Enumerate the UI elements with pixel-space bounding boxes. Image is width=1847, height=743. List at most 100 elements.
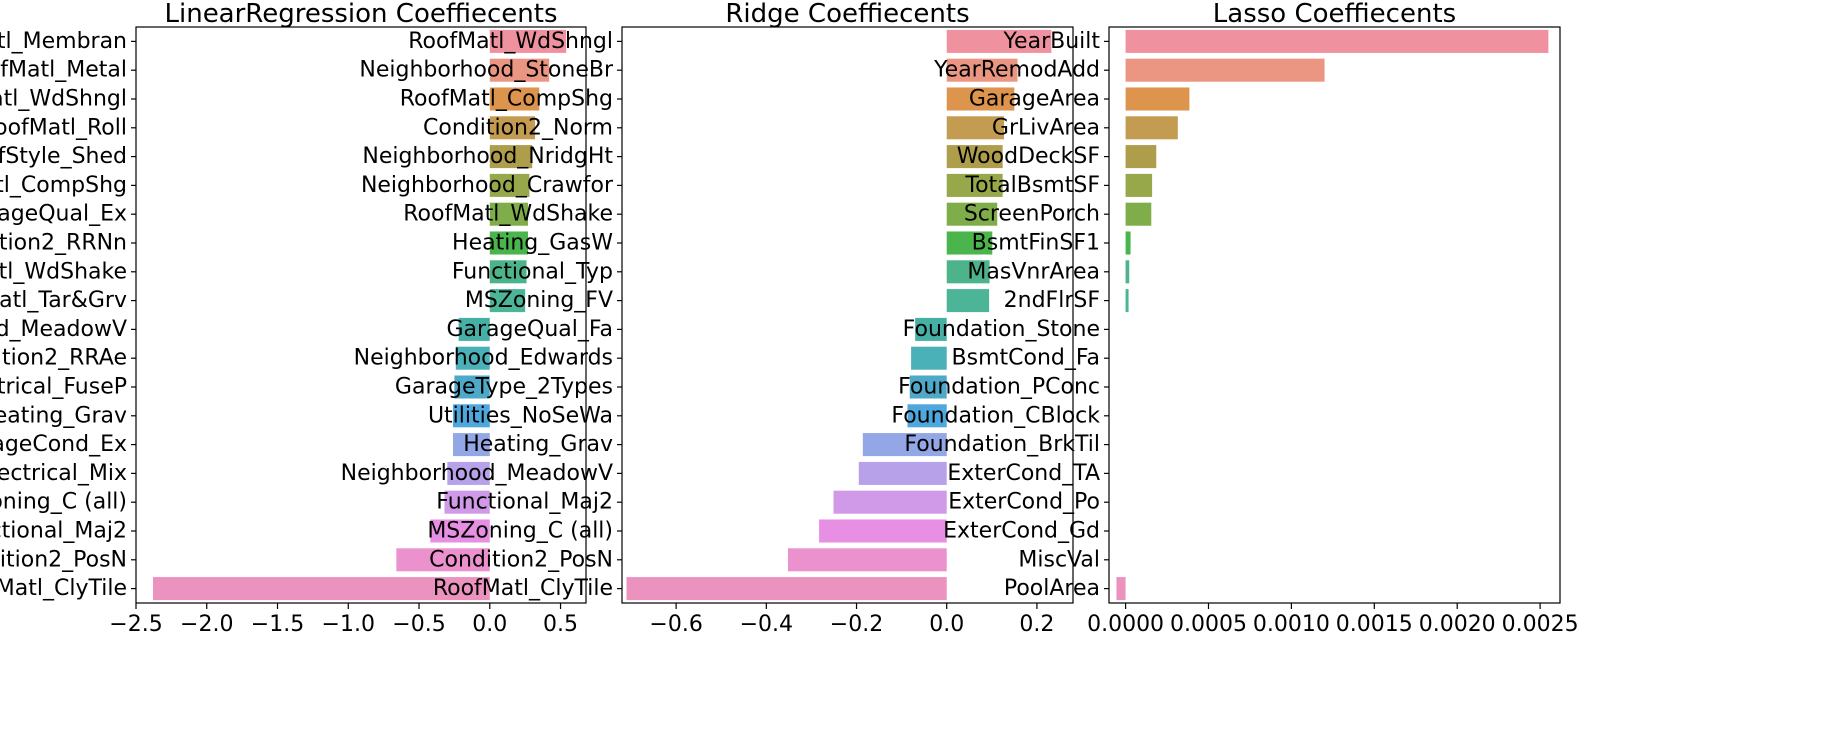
bar [489, 87, 540, 111]
category-label: GarageType_2Types [395, 375, 613, 400]
bar [1125, 173, 1153, 197]
category-label: MSZoning_FV [465, 288, 613, 313]
bar [862, 433, 947, 457]
x-tick-label: 0.0000 [1087, 612, 1164, 637]
x-tick-label: −1.0 [322, 612, 375, 637]
plot-frame [135, 26, 587, 604]
bar [911, 346, 947, 370]
bar [626, 577, 947, 601]
x-tick-label: −2.0 [180, 612, 233, 637]
category-label: Foundation_BrkTil [904, 432, 1100, 457]
category-label: RoofMatl_Membran [0, 29, 127, 54]
category-label: Heating_GasW [452, 231, 613, 256]
bar [452, 433, 490, 457]
category-label: Condition2_Norm [423, 115, 613, 140]
bar [1125, 231, 1131, 255]
bar [946, 87, 1015, 111]
bar [489, 202, 528, 226]
category-label: GarageQual_Fa [446, 317, 613, 342]
category-label: BsmtFinSF1 [972, 231, 1100, 256]
bar [946, 58, 1018, 82]
bar [1125, 145, 1157, 169]
x-tick-label: −0.2 [830, 612, 883, 637]
category-label: Foundation_Stone [903, 317, 1100, 342]
bar [489, 173, 530, 197]
panel-title: Ridge Coeffiecents [725, 0, 969, 29]
bar [946, 29, 1052, 53]
category-label: Neighborhood_MeadowV [341, 461, 613, 486]
category-label: Functional_Maj2 [436, 490, 613, 515]
category-label: Neighborhood_Edwards [354, 346, 613, 371]
plot-frame [1108, 26, 1561, 604]
bar [909, 375, 947, 399]
panel-title: Lasso Coeffiecents [1213, 0, 1456, 29]
category-label: Foundation_PConc [898, 375, 1100, 400]
bars-group [1116, 29, 1549, 601]
category-label: Foundation_CBlock [891, 403, 1100, 428]
bar [946, 231, 993, 255]
panel-lasso: Lasso Coeffiecents YearBuilt YearRemodAdd… [891, 0, 1578, 637]
bar [1125, 87, 1190, 111]
category-label: TotalBsmtSF [964, 173, 1100, 198]
category-label: ScreenPorch [964, 202, 1100, 227]
category-label: MasVnrArea [967, 259, 1100, 284]
category-label: BsmtCond_Fa [952, 346, 1100, 371]
category-label: Electrical_Mix [0, 461, 127, 486]
category-label: Condition2_RRNn [0, 231, 127, 256]
x-tick-label: 0.0 [929, 612, 964, 637]
bar [489, 58, 550, 82]
bar [1125, 29, 1549, 53]
bar [858, 461, 947, 485]
x-tick-label: −1.5 [251, 612, 304, 637]
category-label: GarageQual_Ex [0, 202, 127, 227]
category-label: RoofMatl_WdShake [0, 259, 127, 284]
category-label: Functional_Maj2 [0, 519, 127, 544]
x-tick-label: −2.5 [109, 612, 162, 637]
x-tick-label: 0.0 [472, 612, 507, 637]
category-labels: RoofMatl_WdShngl Neighborhood_StoneBr Roof… [341, 29, 622, 601]
bar [489, 145, 533, 169]
category-label: RoofMatl_Roll [0, 115, 127, 140]
bar [1125, 289, 1129, 313]
category-label: Electrical_FuseP [0, 375, 127, 400]
category-label: Heating_Grav [0, 403, 127, 428]
x-tick-label: 0.0025 [1502, 612, 1579, 637]
bar [787, 548, 947, 572]
bar [447, 461, 490, 485]
bar [946, 173, 1003, 197]
category-label: Neighborhood_Crawfor [361, 173, 614, 198]
category-label: RoofMatl_Tar&Grv [0, 288, 127, 313]
bar [1116, 577, 1126, 601]
x-tick-label: 0.0020 [1419, 612, 1496, 637]
bar [1125, 202, 1152, 226]
bar [1125, 58, 1325, 82]
category-label: Neighborhood_MeadowV [0, 317, 127, 342]
panel-ridge: Ridge Coeffiecents RoofMatl_WdShngl Neigh… [341, 0, 1074, 637]
bar [489, 289, 526, 313]
category-label: RoofMatl_ClyTile [433, 576, 613, 601]
bar [489, 29, 567, 53]
category-label: RoofMatl_CompShg [400, 87, 613, 112]
category-label: RoofMatl_ClyTile [0, 576, 127, 601]
category-label: MSZoning_C (all) [427, 519, 613, 544]
bar [489, 231, 528, 255]
category-label: WoodDeckSF [957, 144, 1100, 169]
category-label: ExterCond_Gd [943, 519, 1100, 544]
category-label: RoofMatl_WdShngl [0, 87, 127, 112]
category-label: Condition2_RRAe [0, 346, 127, 371]
bar [444, 490, 490, 514]
category-label: Neighborhood_NridgHt [362, 144, 613, 169]
x-tick-label: −0.6 [649, 612, 702, 637]
category-label: Condition2_PosN [429, 547, 613, 572]
category-label: MiscVal [1018, 547, 1100, 572]
category-label: RoofMatl_Metal [0, 58, 127, 83]
x-axis-ticks: −2.5 −2.0 −1.5 −1.0 −0.5 0.0 0.5 [109, 603, 578, 637]
plot-frame [621, 26, 1074, 604]
category-label: Condition2_PosN [0, 547, 127, 572]
bar [819, 519, 947, 543]
bar [454, 375, 490, 399]
category-label: MSZoning_C (all) [0, 490, 127, 515]
x-tick-label: 0.2 [1019, 612, 1054, 637]
bar [452, 404, 490, 428]
